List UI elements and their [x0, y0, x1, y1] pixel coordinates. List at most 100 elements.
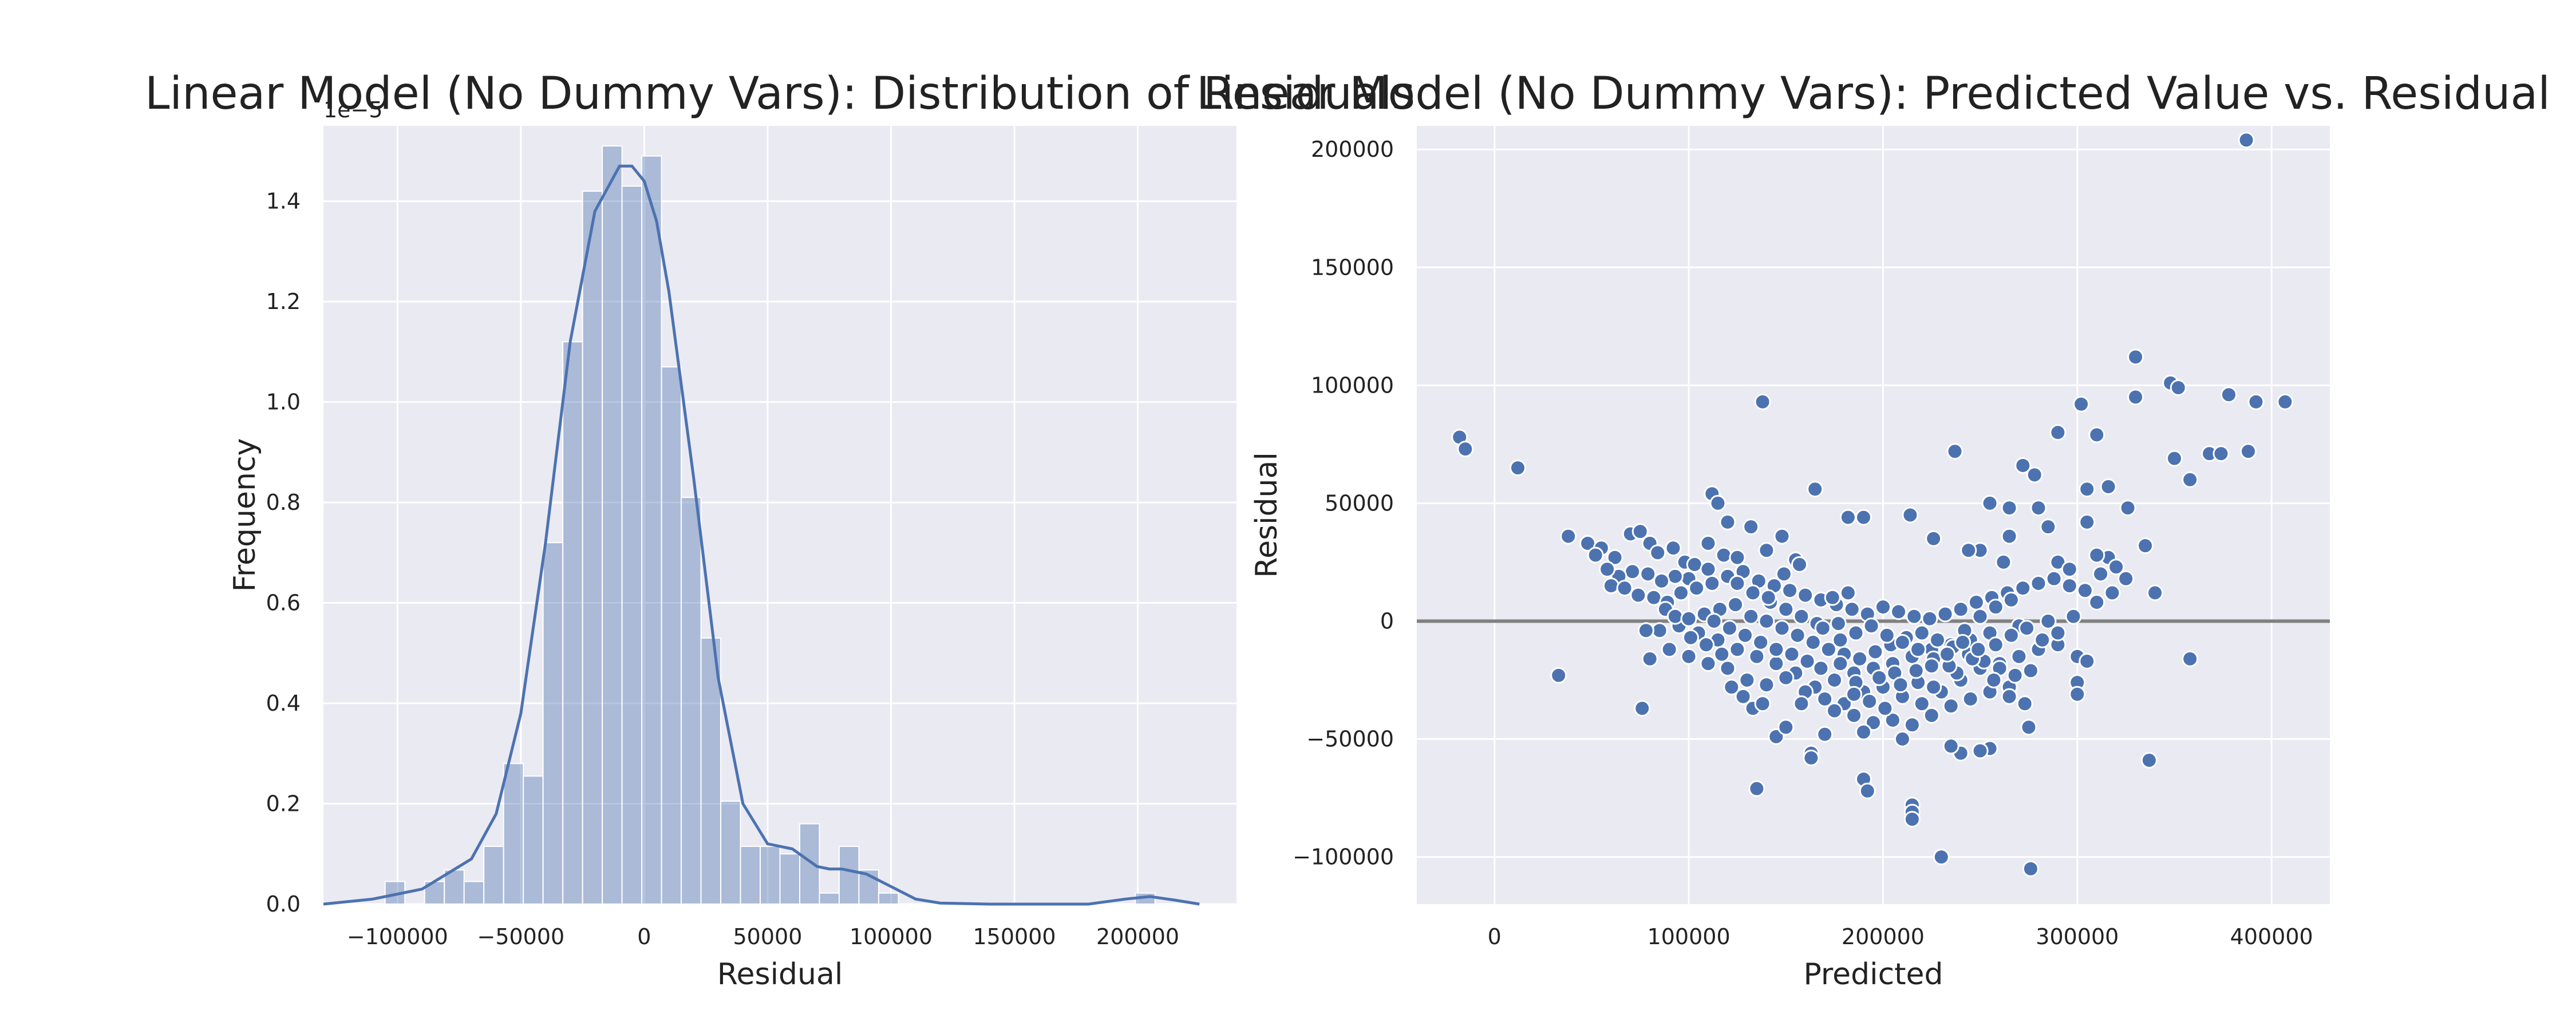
scatter-point [1457, 441, 1474, 458]
scatter-point [1890, 603, 1907, 620]
scatter-point [2182, 650, 2199, 667]
scatter-y-tick-label: 50000 [1325, 490, 1394, 516]
scatter-point [1705, 613, 1722, 629]
hist-bar [878, 892, 899, 905]
hist-bar [602, 145, 623, 905]
scatter-point [2001, 500, 2018, 517]
scatter-point [1789, 627, 1806, 644]
hist-y-tick-label: 1.2 [266, 289, 301, 314]
scatter-point [1797, 587, 1814, 604]
scatter-point [1775, 565, 1792, 583]
hist-y-tick-label: 0.6 [266, 591, 301, 616]
scatter-point [2104, 584, 2121, 601]
scatter-point [1910, 641, 1927, 658]
hist-x-tick-label: 150000 [973, 924, 1056, 949]
scatter-point [1634, 700, 1651, 717]
scatter-point [1855, 723, 1872, 740]
hist-y-tick-label: 1.4 [266, 189, 301, 214]
scatter-point [2001, 528, 2018, 545]
scatter-point [1929, 631, 1946, 648]
scatter-point [1861, 693, 1878, 710]
hist-x-tick-label: 50000 [733, 924, 803, 949]
scatter-point [1587, 546, 1604, 564]
scatter-point [2127, 389, 2144, 406]
scatter-point [1550, 667, 1567, 684]
scatter-point [2022, 860, 2039, 877]
scatter-point [1816, 691, 1834, 707]
scatter-point [2127, 348, 2144, 366]
scatter-point [1832, 631, 1849, 648]
scatter-plot-area [1417, 126, 2330, 904]
scatter-point [1719, 660, 1736, 677]
hist-bar [740, 846, 761, 905]
residual-distribution-panel: −100000 −50000 0 50000 100000 150000 200000 0.… [145, 68, 1415, 992]
scatter-point [2030, 575, 2047, 592]
scatter-point [1867, 643, 1884, 660]
scatter-point [2140, 752, 2158, 769]
hist-bar [463, 881, 485, 905]
scatter-point [1637, 622, 1654, 639]
scatter-point [1781, 582, 1799, 599]
scatter-point [1723, 679, 1740, 696]
scatter-point [2079, 513, 2096, 530]
scatter-point [1653, 572, 1670, 589]
hist-y-tick-label: 0.4 [266, 691, 301, 716]
scatter-point [1715, 546, 1732, 564]
scatter-point [1700, 561, 1717, 578]
scatter-point [2026, 466, 2043, 484]
scatter-point [1748, 780, 1765, 797]
scatter-point [1971, 742, 1989, 759]
scatter-point [1686, 556, 1703, 573]
scatter-point [1748, 648, 1765, 665]
scatter-point [1680, 610, 1697, 627]
scatter-point [1799, 653, 1816, 670]
scatter-point [2040, 613, 2057, 629]
hist-bars [384, 145, 1156, 905]
scatter-point [1560, 528, 1577, 545]
scatter-point [1804, 634, 1822, 651]
scatter-point [1754, 695, 1771, 712]
hist-bar [819, 892, 840, 905]
hist-bar [483, 846, 504, 905]
hist-y-scale-label: 1e−5 [323, 97, 383, 122]
scatter-point [1768, 641, 1785, 658]
scatter-x-tick-labels: 0 100000 200000 300000 400000 [1488, 924, 2313, 949]
scatter-point [1987, 636, 2004, 653]
scatter-point [2002, 591, 2020, 608]
scatter-point [2137, 537, 2154, 554]
scatter-point [1876, 700, 1894, 717]
scatter-point [1773, 620, 1791, 637]
scatter-point [2061, 561, 2078, 578]
scatter-point [1995, 553, 2012, 571]
scatter-point [1987, 599, 2004, 616]
scatter-point [1846, 686, 1863, 703]
scatter-points [1451, 132, 2294, 877]
scatter-point [2212, 445, 2230, 462]
scatter-point [1739, 672, 1756, 688]
scatter-point [1971, 608, 1989, 625]
scatter-point [1960, 542, 1977, 559]
scatter-point [1967, 594, 1985, 611]
scatter-point [1793, 695, 1810, 712]
scatter-point [2073, 395, 2090, 413]
scatter-point [1631, 523, 1649, 540]
scatter-point [1921, 610, 1938, 627]
hist-y-axis-label: Frequency [228, 438, 262, 592]
scatter-point [2079, 481, 2096, 498]
hist-bar [641, 155, 662, 905]
scatter-point [1803, 750, 1820, 766]
scatter-point [1606, 549, 1623, 566]
scatter-x-tick-label: 300000 [2036, 924, 2119, 949]
scatter-point [1814, 620, 1831, 637]
hist-bar [523, 775, 544, 905]
hist-plot-area [323, 126, 1236, 904]
scatter-point [2238, 132, 2255, 149]
scatter-point [2182, 471, 2199, 488]
scatter-point [2240, 443, 2257, 460]
scatter-point [1906, 608, 1923, 625]
hist-y-tick-label: 0.8 [266, 490, 301, 515]
hist-bar [779, 853, 800, 905]
scatter-point [1754, 393, 1771, 410]
scatter-point [1641, 650, 1658, 667]
scatter-point [1839, 509, 1856, 526]
